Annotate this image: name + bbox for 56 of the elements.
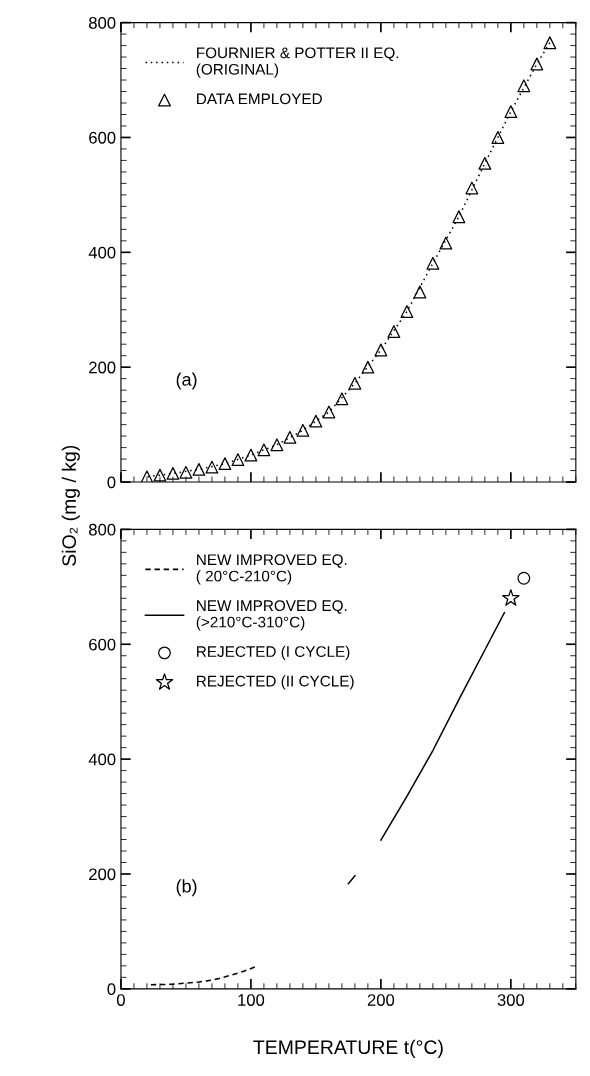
point (231, 453, 245, 467)
y-tick-label: 200 (89, 868, 116, 881)
point (296, 423, 310, 437)
point (140, 470, 154, 483)
point (348, 376, 362, 390)
point (400, 305, 414, 318)
point (309, 414, 323, 428)
y-tick-label: 200 (89, 361, 116, 374)
point (530, 57, 544, 71)
legend-label: FOURNIER & POTTER II EQ. (ORIGINAL) (196, 47, 399, 78)
x-tick-label: 100 (238, 994, 265, 1006)
legend-label: REJECTED (II CYCLE) (197, 675, 354, 690)
point (439, 236, 453, 250)
point (426, 256, 440, 270)
point (270, 438, 284, 452)
point (166, 466, 180, 480)
y-tick-label: 400 (88, 753, 116, 766)
point (257, 443, 271, 457)
point (153, 468, 167, 482)
x-axis-title: TEMPERATURE t(°C) (253, 1039, 443, 1058)
point (179, 465, 193, 479)
y-tick-label: 0 (107, 476, 116, 489)
y-tick-label: 0 (107, 983, 116, 996)
y-tick-label: 600 (89, 638, 116, 651)
point (478, 156, 492, 170)
point (374, 343, 388, 357)
point (387, 325, 401, 339)
annotation: (a) (176, 372, 197, 390)
point (335, 392, 349, 406)
x-tick-label: 200 (367, 994, 395, 1006)
y-tick-label: 800 (89, 17, 116, 29)
point (504, 105, 518, 119)
x-tick-label: 0 (116, 994, 125, 1006)
point (322, 405, 336, 419)
point (491, 131, 505, 144)
point (465, 181, 479, 195)
y-tick-label: 800 (89, 523, 116, 536)
point (192, 462, 206, 476)
legend-label: DATA EMPLOYED (197, 93, 322, 105)
y-axis-title: SiO₂ (mg / kg) (61, 445, 80, 566)
annotation: (b) (176, 879, 197, 897)
point (517, 79, 531, 93)
legend-label: NEW IMPROVED EQ. ( 20°C-210°C) (196, 554, 347, 585)
point (244, 448, 258, 462)
y-tick-label: 400 (88, 246, 116, 259)
point (205, 460, 219, 474)
point (543, 36, 557, 50)
point (452, 210, 466, 224)
legend-label: REJECTED (I CYCLE) (197, 645, 350, 661)
y-tick-label: 600 (89, 131, 116, 144)
legend-label: NEW IMPROVED EQ. (>210°C-310°C) (196, 600, 347, 631)
point (413, 285, 427, 299)
point (218, 457, 232, 471)
x-tick-label: 300 (497, 994, 525, 1006)
point (361, 360, 375, 374)
point (283, 430, 297, 444)
